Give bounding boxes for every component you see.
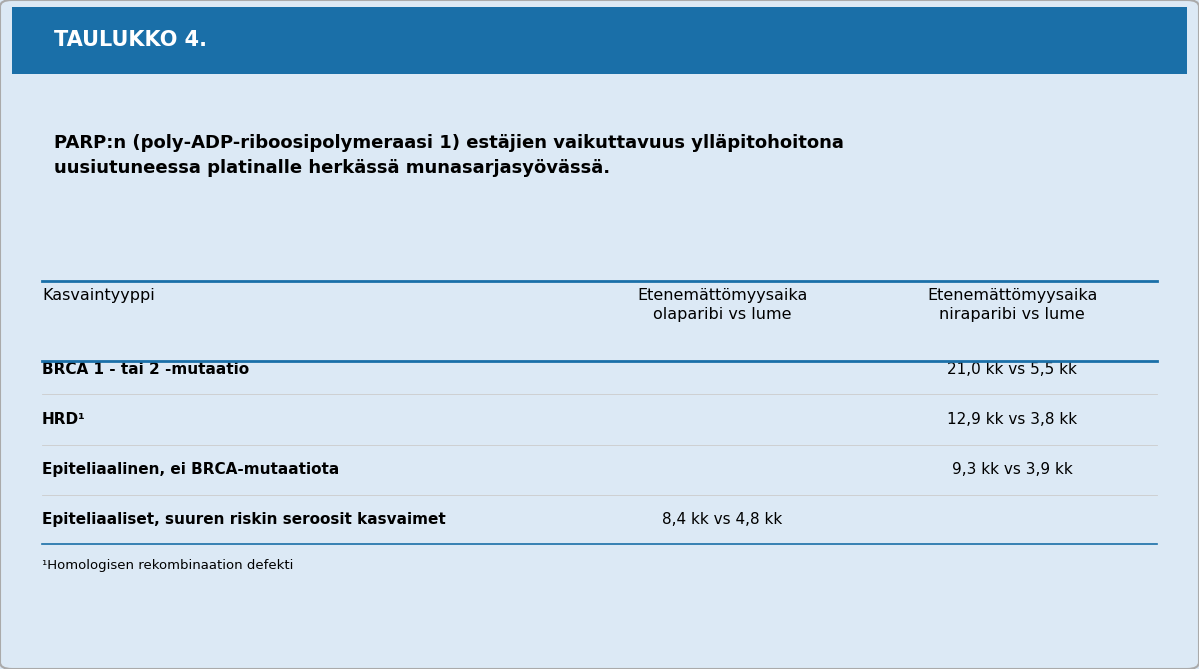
Text: ¹Homologisen rekombinaation defekti: ¹Homologisen rekombinaation defekti [42,559,294,571]
Text: 9,3 kk vs 3,9 kk: 9,3 kk vs 3,9 kk [952,462,1072,477]
Text: Etenemättömyysaika
niraparibi vs lume: Etenemättömyysaika niraparibi vs lume [927,288,1097,322]
Text: Etenemättömyysaika
olaparibi vs lume: Etenemättömyysaika olaparibi vs lume [637,288,807,322]
Text: TAULUKKO 4.: TAULUKKO 4. [54,30,207,50]
Text: 12,9 kk vs 3,8 kk: 12,9 kk vs 3,8 kk [947,412,1077,427]
Text: 8,4 kk vs 4,8 kk: 8,4 kk vs 4,8 kk [662,512,782,527]
Text: Kasvaintyyppi: Kasvaintyyppi [42,288,155,302]
Text: PARP:n (poly-ADP-riboosipolymeraasi 1) estäjien vaikuttavuus ylläpitohoitona
uus: PARP:n (poly-ADP-riboosipolymeraasi 1) e… [54,134,844,177]
Text: 21,0 kk vs 5,5 kk: 21,0 kk vs 5,5 kk [947,362,1077,377]
Text: BRCA 1 - tai 2 -mutaatio: BRCA 1 - tai 2 -mutaatio [42,362,249,377]
Text: Epiteliaalinen, ei BRCA-mutaatiota: Epiteliaalinen, ei BRCA-mutaatiota [42,462,339,477]
Text: HRD¹: HRD¹ [42,412,85,427]
Text: Epiteliaaliset, suuren riskin seroosit kasvaimet: Epiteliaaliset, suuren riskin seroosit k… [42,512,446,527]
FancyBboxPatch shape [12,7,1187,74]
